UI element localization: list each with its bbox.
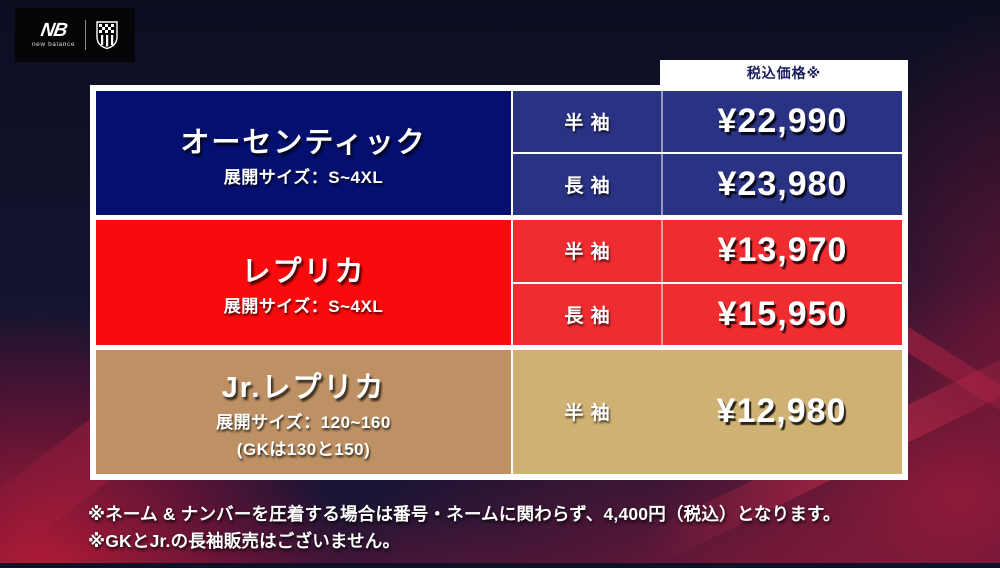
variant-list: 半袖 ¥12,980: [511, 349, 902, 474]
price-value: ¥13,970: [717, 231, 848, 270]
price-table: オーセンティック 展開サイズ：S~4XL 半袖 ¥22,990 長袖 ¥23,9…: [90, 85, 908, 480]
logo-divider: [85, 20, 87, 50]
variant-row: 長袖 ¥23,980: [513, 152, 902, 216]
product-name-cell: オーセンティック 展開サイズ：S~4XL: [96, 91, 511, 216]
sleeve-cell: 長袖: [513, 154, 661, 216]
size-note: 展開サイズ：S~4XL: [223, 296, 384, 316]
price-value: ¥12,980: [716, 392, 847, 431]
variant-list: 半袖 ¥13,970 長袖 ¥15,950: [511, 220, 902, 345]
club-crest-icon: [96, 21, 118, 49]
new-balance-logo: NB new balance: [31, 20, 76, 49]
variant-row: 半袖 ¥12,980: [513, 349, 902, 474]
product-name: レプリカ: [241, 255, 366, 288]
sleeve-label: 長袖: [564, 176, 617, 198]
price-value: ¥15,950: [717, 294, 848, 333]
footnote-no-long-sleeve: ※GKとJr.の長袖販売はございません。: [88, 531, 401, 552]
table-row-replica: レプリカ 展開サイズ：S~4XL 半袖 ¥13,970 長袖 ¥15,950: [96, 220, 902, 345]
sleeve-cell: 半袖: [513, 349, 661, 474]
product-name: Jr.レプリカ: [221, 371, 386, 404]
price-cell: ¥12,980: [661, 349, 902, 474]
size-note: 展開サイズ：120~160: [216, 412, 391, 432]
product-name-cell: Jr.レプリカ 展開サイズ：120~160 (GKは130と150): [96, 349, 511, 474]
table-row-authentic: オーセンティック 展開サイズ：S~4XL 半袖 ¥22,990 長袖 ¥23,9…: [96, 91, 902, 216]
variant-row: 長袖 ¥15,950: [513, 281, 902, 345]
sleeve-cell: 半袖: [513, 91, 661, 153]
price-value: ¥23,980: [717, 165, 848, 204]
price-cell: ¥22,990: [661, 91, 902, 153]
sleeve-label: 長袖: [564, 305, 617, 327]
product-name: オーセンティック: [180, 126, 427, 159]
variant-row: 半袖 ¥22,990: [513, 91, 902, 153]
table-row-jr-replica: Jr.レプリカ 展開サイズ：120~160 (GKは130と150) 半袖 ¥1…: [96, 349, 902, 474]
sleeve-label: 半袖: [564, 403, 617, 425]
size-note-extra: (GKは130と150): [236, 439, 371, 459]
footnotes: ※ネーム & ナンバーを圧着する場合は番号・ネームに関わらず、4,400円（税込…: [88, 501, 841, 555]
variant-row: 半袖 ¥13,970: [513, 220, 902, 282]
tax-included-price-header: 税込価格※: [660, 60, 908, 86]
size-note: 展開サイズ：S~4XL: [223, 167, 384, 187]
price-value: ¥22,990: [717, 102, 848, 141]
footnote-pressing-fee: ※ネーム & ナンバーを圧着する場合は番号・ネームに関わらず、4,400円（税込…: [88, 504, 841, 524]
tax-included-price-label: 税込価格※: [746, 65, 822, 81]
price-cell: ¥15,950: [661, 283, 902, 345]
sleeve-cell: 長袖: [513, 283, 661, 345]
product-name-cell: レプリカ 展開サイズ：S~4XL: [96, 220, 511, 345]
sleeve-label: 半袖: [564, 113, 617, 135]
price-cell: ¥13,970: [661, 220, 902, 282]
nb-logo-icon: NB: [38, 20, 69, 42]
brand-logo-box: NB new balance: [15, 8, 135, 62]
variant-list: 半袖 ¥22,990 長袖 ¥23,980: [511, 91, 902, 216]
sleeve-label: 半袖: [564, 242, 617, 264]
sleeve-cell: 半袖: [513, 220, 661, 282]
price-cell: ¥23,980: [661, 154, 902, 216]
new-balance-wordmark: new balance: [31, 41, 76, 49]
